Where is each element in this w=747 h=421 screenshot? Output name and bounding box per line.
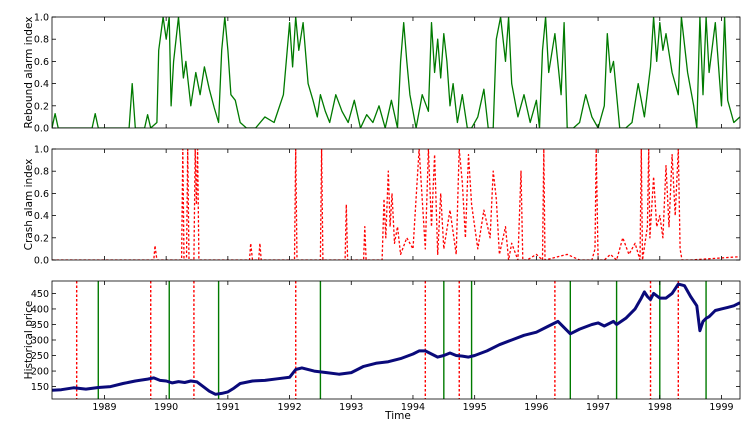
- x-tick-label-2: 1991: [216, 402, 240, 413]
- y-tick-label-2-2: 250: [31, 351, 49, 362]
- historical-price-panel: 150 200 250 300 350 400 450 1989 1990 1991 1992 199…: [23, 280, 741, 421]
- y-tick-label-2-3: 300: [31, 336, 49, 347]
- x-tick-label-7: 1996: [524, 402, 548, 413]
- series-line-1-0: [52, 149, 740, 260]
- plot-frame-1: [51, 148, 741, 261]
- y-axis-label-1: Crash alam index: [23, 159, 35, 251]
- x-tick-label-4: 1993: [339, 402, 363, 413]
- y-tick-label-2-0: 150: [31, 382, 49, 393]
- y-tick-label-1-5: 1.0: [34, 145, 49, 156]
- y-tick-label-2-4: 350: [31, 320, 49, 331]
- x-tick-label-9: 1998: [648, 402, 672, 413]
- y-tick-label-1-1: 0.2: [34, 233, 49, 244]
- series-line-2-0: [52, 282, 740, 396]
- y-tick-label-0-4: 0.8: [34, 35, 49, 46]
- crash-alarm-panel: 0.0 0.2 0.4 0.6 0.8 1.0 Crash alam index: [23, 145, 741, 267]
- series-line-0-0: [52, 17, 740, 128]
- y-axis-label-0: Rebound alarm index: [23, 17, 35, 129]
- y-tick-label-0-0: 0.0: [34, 124, 49, 135]
- x-tick-label-5: 1994: [401, 402, 425, 413]
- x-tick-label-0: 1989: [92, 402, 116, 413]
- y-tick-label-1-4: 0.8: [34, 167, 49, 178]
- y-tick-label-0-5: 1.0: [34, 13, 49, 24]
- plot-frame-2: [51, 280, 741, 400]
- x-axis-label: Time: [384, 410, 411, 421]
- y-tick-label-1-3: 0.6: [34, 189, 49, 200]
- y-tick-label-1-2: 0.4: [34, 211, 49, 222]
- y-tick-label-2-1: 200: [31, 367, 49, 378]
- x-tick-label-3: 1992: [277, 402, 301, 413]
- y-tick-label-0-3: 0.6: [34, 57, 49, 68]
- x-tick-label-6: 1995: [463, 402, 487, 413]
- y-tick-label-0-1: 0.2: [34, 101, 49, 112]
- y-tick-label-0-2: 0.4: [34, 79, 49, 90]
- x-tick-label-8: 1997: [586, 402, 610, 413]
- y-axis-label-2: Historical price: [23, 301, 35, 380]
- x-tick-label-1: 1990: [154, 402, 178, 413]
- y-tick-label-1-0: 0.0: [34, 256, 49, 267]
- plot-frame-0: [51, 16, 741, 129]
- x-tick-label-10: 1999: [709, 402, 733, 413]
- y-tick-label-2-6: 450: [31, 289, 49, 300]
- y-tick-label-2-5: 400: [31, 304, 49, 315]
